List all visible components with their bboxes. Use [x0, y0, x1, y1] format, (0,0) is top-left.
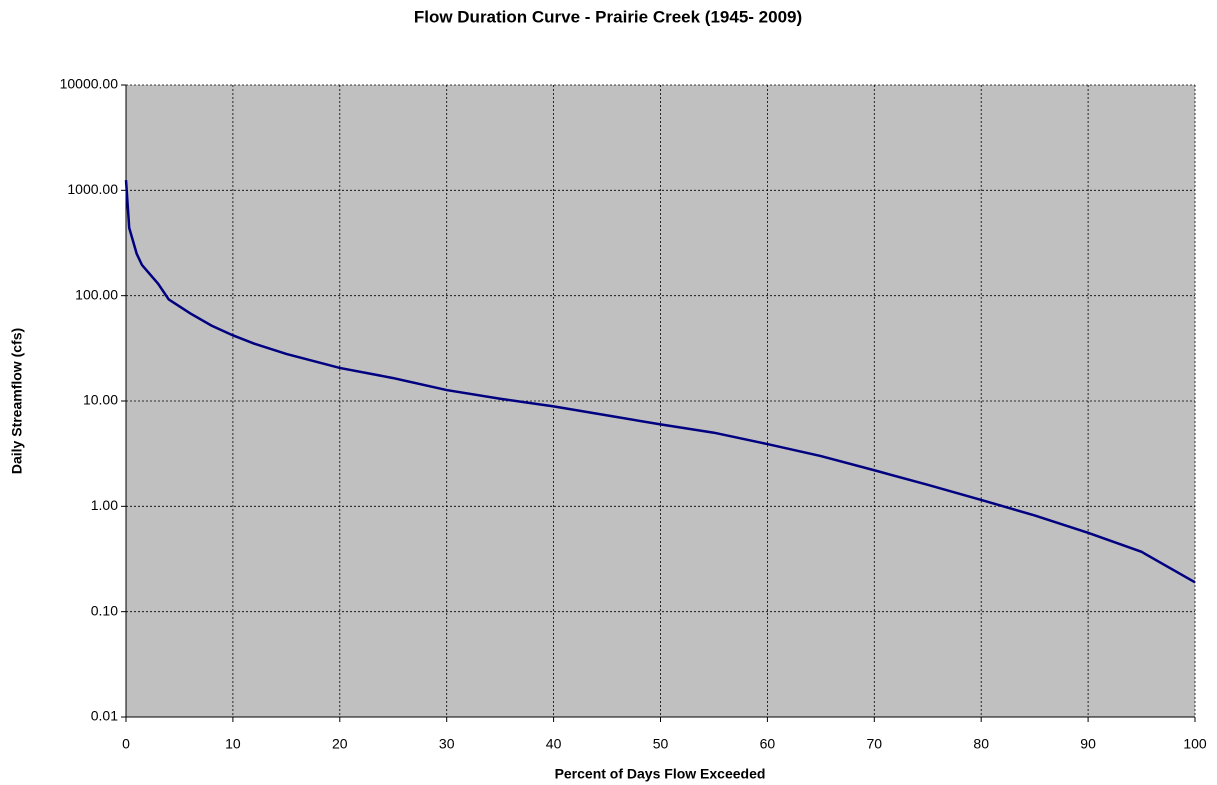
y-tick-label: 1000.00	[67, 181, 118, 197]
y-tick-label: 100.00	[75, 286, 118, 302]
y-tick-label: 0.10	[91, 602, 118, 618]
y-tick-label: 10.00	[83, 392, 118, 408]
y-tick-label: 1.00	[91, 497, 118, 513]
x-tick-label: 0	[122, 736, 130, 752]
x-tick-label: 70	[867, 736, 883, 752]
x-tick-label: 100	[1183, 736, 1207, 752]
chart-title: Flow Duration Curve - Prairie Creek (194…	[414, 7, 802, 26]
x-tick-label: 40	[546, 736, 562, 752]
x-tick-label: 20	[332, 736, 348, 752]
y-tick-label: 0.01	[91, 708, 118, 724]
x-tick-label: 50	[653, 736, 669, 752]
x-tick-label: 30	[439, 736, 455, 752]
x-tick-label: 80	[973, 736, 989, 752]
data-line	[124, 180, 1196, 584]
x-tick-label: 10	[225, 736, 241, 752]
x-tick-label: 60	[760, 736, 776, 752]
y-tick-label: 10000.00	[60, 76, 119, 92]
x-axis-title: Percent of Days Flow Exceeded	[555, 766, 766, 782]
x-tick-label: 90	[1080, 736, 1096, 752]
y-axis-title: Daily Streamflow (cfs)	[9, 328, 25, 474]
